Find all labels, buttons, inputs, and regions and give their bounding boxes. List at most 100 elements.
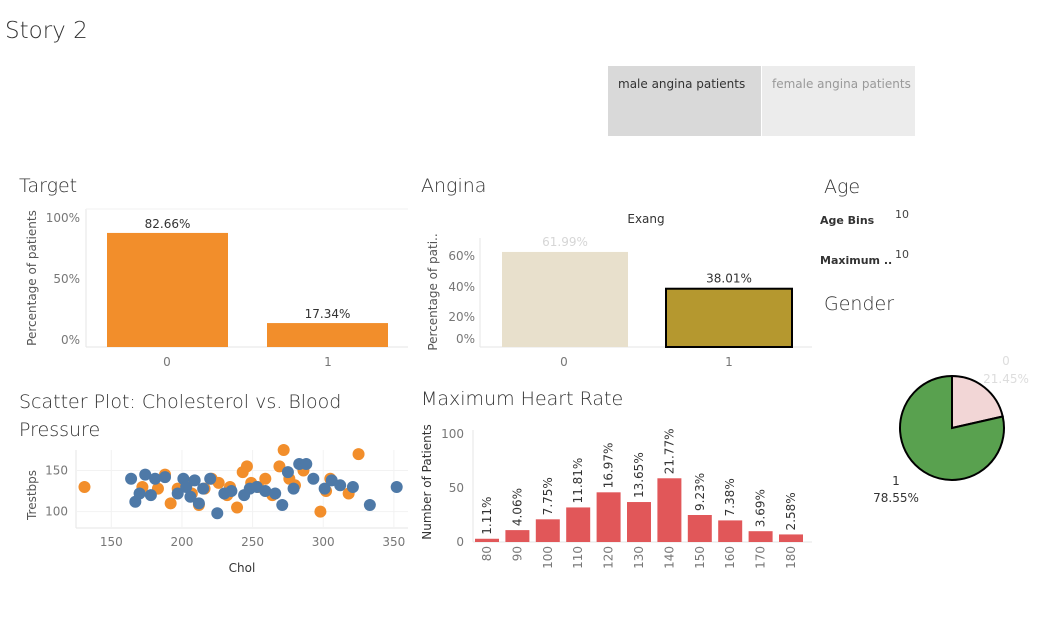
angina-bar-label-0: 61.99% [542, 235, 588, 249]
scatter-point[interactable] [139, 468, 152, 481]
scatter-point[interactable] [184, 490, 197, 503]
scatter-point[interactable] [125, 472, 138, 485]
scatter-point[interactable] [259, 485, 272, 498]
heart-rate-xtick: 110 [571, 546, 585, 569]
angina-xtick-1: 1 [725, 355, 733, 369]
scatter-point[interactable] [277, 444, 290, 456]
scatter-point[interactable] [211, 507, 224, 520]
heart-rate-xtick: 100 [541, 546, 555, 569]
heart-rate-bar-label: 21.77% [662, 429, 676, 475]
scatter-point[interactable] [231, 501, 244, 514]
scatter-point[interactable] [225, 485, 238, 498]
angina-ylabel: Percentage of pati.. [426, 233, 440, 350]
heart-rate-bar[interactable] [566, 507, 591, 542]
heart-rate-ytick: 0 [456, 535, 464, 549]
scatter-ytick: 100 [45, 505, 68, 519]
scatter-point[interactable] [300, 457, 313, 470]
target-bar-label-1: 17.34% [305, 307, 351, 321]
heart-rate-bar[interactable] [779, 534, 803, 542]
heart-rate-bar-label: 3.69% [754, 489, 768, 527]
heart-rate-xtick: 130 [632, 546, 646, 569]
scatter-point[interactable] [307, 472, 320, 485]
scatter-point[interactable] [273, 460, 286, 473]
scatter-point[interactable] [149, 472, 162, 485]
scatter-point[interactable] [197, 482, 210, 495]
scatter-point[interactable] [346, 480, 359, 493]
scatter-point[interactable] [334, 479, 347, 492]
scatter-point[interactable] [281, 466, 294, 479]
heart-rate-bar-label: 9.23% [693, 473, 707, 511]
scatter-point[interactable] [352, 448, 365, 461]
scatter-ytick: 150 [45, 464, 68, 478]
scatter-point[interactable] [188, 474, 201, 487]
heart-rate-ytick: 50 [449, 481, 464, 495]
age-bins-value[interactable]: 10 [895, 208, 909, 221]
target-chart: Percentage of patients 100% 50% 0% 82.66… [25, 208, 408, 369]
angina-ytick: 40% [448, 280, 475, 294]
target-ytick: 50% [53, 272, 80, 286]
scatter-point[interactable] [204, 472, 217, 485]
scatter-point[interactable] [144, 489, 157, 502]
gender-slice-0[interactable] [951, 374, 1004, 430]
heart-rate-bar[interactable] [596, 492, 621, 542]
scatter-point[interactable] [276, 499, 289, 512]
gender-pie-chart: 0 21.45% 1 78.55% [873, 354, 1029, 505]
scatter-xtick: 350 [382, 535, 405, 549]
angina-ytick: 0% [456, 332, 475, 346]
angina-bar-0[interactable] [502, 251, 628, 347]
scatter-xtick: 300 [312, 535, 335, 549]
scatter-ylabel: Trestbps [25, 470, 39, 521]
target-bar-1[interactable] [267, 323, 388, 347]
heart-rate-bar[interactable] [718, 520, 743, 542]
heart-rate-bar[interactable] [505, 530, 530, 542]
age-title: Age [824, 176, 861, 198]
scatter-point[interactable] [259, 472, 272, 485]
target-bar-0[interactable] [107, 232, 228, 347]
scatter-xlabel: Chol [229, 561, 256, 575]
scatter-point[interactable] [192, 497, 205, 510]
target-xtick-0: 0 [163, 355, 171, 369]
gender-slice-0-pct: 21.45% [983, 372, 1029, 386]
scatter-point[interactable] [287, 482, 300, 495]
heart-rate-bar[interactable] [657, 478, 682, 542]
tab-female-angina-patients[interactable]: female angina patients [762, 66, 915, 136]
heart-rate-ytick: 100 [441, 427, 464, 441]
angina-xtick-0: 0 [560, 355, 568, 369]
tab-male-angina-patients[interactable]: male angina patients [608, 66, 761, 136]
heart-rate-bar[interactable] [627, 502, 651, 542]
angina-bar-1[interactable] [665, 287, 793, 349]
target-ytick: 100% [46, 211, 80, 225]
angina-bar-label-1: 38.01% [706, 272, 752, 286]
angina-title: Angina [421, 175, 487, 197]
scatter-point[interactable] [164, 497, 177, 510]
maximum-value[interactable]: 10 [895, 248, 909, 261]
scatter-xtick: 250 [241, 535, 264, 549]
heart-rate-bar[interactable] [687, 515, 712, 542]
scatter-point[interactable] [133, 487, 146, 500]
scatter-point[interactable] [269, 487, 282, 500]
target-ytick: 0% [61, 333, 80, 347]
heart-rate-xtick: 170 [754, 546, 768, 569]
heart-rate-bar-label: 13.65% [632, 452, 646, 498]
gender-title: Gender [824, 293, 895, 315]
scatter-point[interactable] [159, 471, 172, 484]
scatter-point[interactable] [240, 460, 253, 473]
scatter-point[interactable] [314, 505, 327, 518]
gender-slice-1-pct: 78.55% [873, 491, 919, 505]
heart-rate-bar[interactable] [748, 531, 773, 542]
scatter-point[interactable] [390, 480, 403, 493]
gender-slice-0-label: 0 [1002, 354, 1010, 368]
heart-rate-chart: Number of Patients 0 50 100 1.11% 80 4.06% 90… [420, 424, 812, 569]
heart-rate-xtick: 140 [662, 546, 676, 569]
scatter-point[interactable] [171, 487, 184, 500]
scatter-point[interactable] [180, 480, 193, 493]
heart-rate-bar[interactable] [535, 519, 560, 542]
heart-rate-bar-label: 11.81% [571, 458, 585, 504]
gender-slice-1[interactable] [899, 374, 1005, 481]
scatter-point[interactable] [363, 499, 376, 512]
heart-rate-title: Maximum Heart Rate [421, 388, 624, 410]
scatter-point[interactable] [78, 480, 91, 493]
heart-rate-bar[interactable] [475, 538, 499, 542]
scatter-point[interactable] [318, 482, 331, 495]
angina-chart-title: Exang [627, 212, 664, 226]
